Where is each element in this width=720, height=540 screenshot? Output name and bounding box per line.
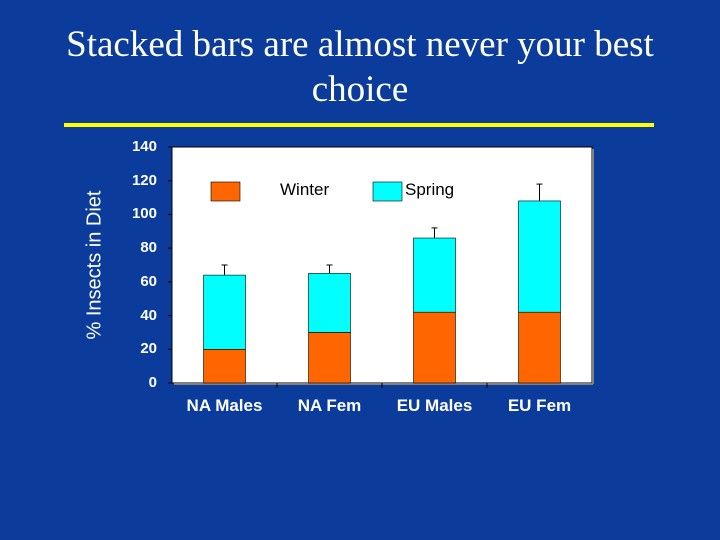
x-tick-label: NA Males (186, 396, 263, 415)
x-tick-label: EU Fem (507, 396, 572, 415)
bar-winter-3 (518, 311, 561, 384)
legend-label-winter: Winter (280, 180, 330, 199)
bar-winter-2 (413, 311, 456, 384)
legend-label-spring: Spring (405, 180, 455, 199)
y-tick-label: 40 (140, 306, 157, 324)
title-underline (64, 123, 654, 127)
bar-spring-0 (203, 274, 246, 350)
legend-swatch-winter (210, 181, 241, 202)
legend-swatch-spring (372, 181, 403, 202)
y-tick-label: 120 (131, 171, 157, 189)
y-tick-label: 140 (131, 138, 157, 155)
bar-spring-3 (518, 200, 561, 313)
y-tick-label: 80 (140, 239, 157, 257)
slide-title: Stacked bars are almost never your best … (66, 24, 654, 110)
y-tick-label: 60 (140, 272, 157, 290)
y-tick-label: 0 (148, 374, 157, 391)
bar-winter-1 (308, 332, 351, 384)
y-tick-label: 100 (131, 205, 157, 223)
bar-spring-2 (413, 237, 456, 313)
x-tick-label: NA Fem (297, 396, 362, 415)
bar-spring-1 (308, 273, 351, 333)
x-tick-label: EU Males (396, 396, 473, 415)
y-tick-label: 20 (140, 340, 157, 358)
y-axis-label: % Insects in Diet (83, 190, 106, 340)
bar-winter-0 (203, 348, 246, 384)
